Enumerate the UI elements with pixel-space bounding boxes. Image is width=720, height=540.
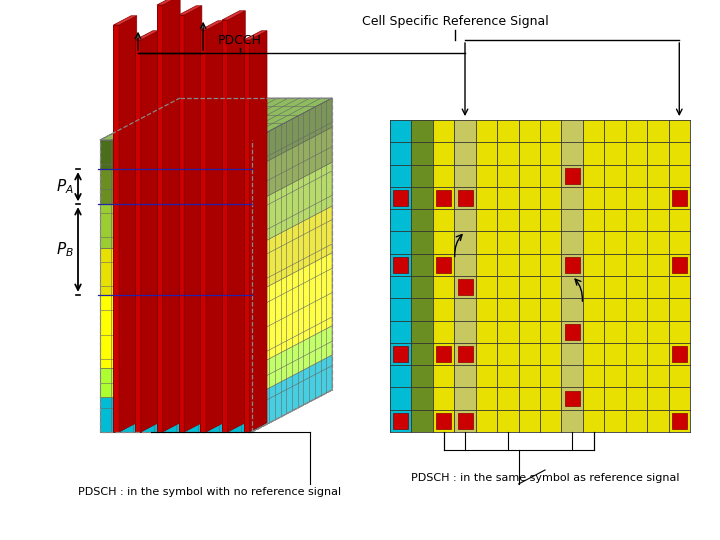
Polygon shape: [163, 0, 180, 432]
Bar: [672, 413, 687, 429]
Bar: [436, 257, 451, 273]
Bar: [100, 140, 252, 169]
Bar: [100, 248, 252, 295]
Text: $P_B$: $P_B$: [56, 240, 74, 259]
Polygon shape: [244, 31, 267, 40]
Text: Cell Specific Reference Signal: Cell Specific Reference Signal: [361, 16, 549, 29]
Bar: [100, 397, 252, 432]
Bar: [100, 204, 252, 248]
Bar: [457, 279, 472, 295]
Polygon shape: [119, 16, 137, 432]
Bar: [564, 324, 580, 340]
Bar: [200, 30, 206, 432]
Bar: [562, 120, 583, 432]
Bar: [564, 391, 580, 407]
Polygon shape: [179, 6, 202, 15]
Polygon shape: [141, 31, 158, 432]
Text: PDCCH: PDCCH: [218, 33, 262, 46]
Polygon shape: [252, 355, 332, 432]
Bar: [100, 295, 252, 368]
Bar: [393, 346, 408, 362]
Bar: [436, 413, 451, 429]
Polygon shape: [135, 31, 158, 40]
Bar: [244, 40, 249, 432]
Text: PDSCH : in the same symbol as reference signal: PDSCH : in the same symbol as reference …: [410, 473, 679, 483]
Bar: [457, 190, 472, 206]
Bar: [135, 40, 141, 432]
Polygon shape: [252, 98, 332, 169]
Polygon shape: [200, 21, 224, 30]
Bar: [393, 413, 408, 429]
Bar: [114, 25, 119, 432]
Polygon shape: [252, 127, 332, 204]
Polygon shape: [252, 206, 332, 295]
Text: PDSCH : in the symbol with no reference signal: PDSCH : in the symbol with no reference …: [78, 487, 341, 497]
Polygon shape: [249, 31, 267, 432]
Bar: [390, 120, 690, 432]
Polygon shape: [222, 11, 246, 20]
Polygon shape: [252, 162, 332, 248]
Polygon shape: [252, 253, 332, 368]
Polygon shape: [157, 0, 180, 5]
Bar: [393, 190, 408, 206]
Polygon shape: [252, 326, 332, 397]
Bar: [179, 15, 184, 432]
Bar: [672, 190, 687, 206]
Bar: [390, 120, 411, 432]
Bar: [457, 346, 472, 362]
Bar: [672, 346, 687, 362]
Polygon shape: [114, 16, 137, 25]
Polygon shape: [206, 21, 224, 432]
Bar: [436, 190, 451, 206]
Bar: [393, 257, 408, 273]
Polygon shape: [184, 6, 202, 432]
Bar: [222, 20, 228, 432]
Bar: [436, 346, 451, 362]
Polygon shape: [228, 11, 246, 432]
Polygon shape: [100, 98, 332, 140]
Bar: [672, 257, 687, 273]
Bar: [457, 413, 472, 429]
Bar: [157, 5, 163, 432]
Bar: [564, 168, 580, 184]
Bar: [564, 257, 580, 273]
Text: $P_A$: $P_A$: [56, 177, 74, 196]
Bar: [454, 120, 476, 432]
Bar: [100, 169, 252, 204]
Bar: [411, 120, 433, 432]
Bar: [100, 368, 252, 397]
